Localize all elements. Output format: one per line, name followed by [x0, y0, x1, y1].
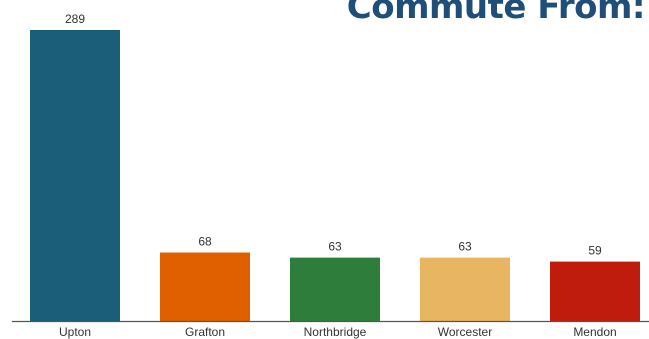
x-tick-label-worcester: Worcester — [438, 325, 492, 339]
x-tick-label-mendon: Mendon — [573, 325, 616, 339]
value-label-mendon: 59 — [588, 244, 602, 258]
chart-title: Commute From: — [346, 0, 646, 27]
labels-layer: 289 Upton 68 Grafton 63 Northbridge 63 Worceste… — [59, 12, 617, 339]
bar-mendon — [550, 261, 640, 321]
value-label-upton: 289 — [65, 12, 85, 26]
value-label-grafton: 68 — [198, 235, 212, 249]
bars-layer — [30, 30, 640, 321]
x-tick-label-northbridge: Northbridge — [304, 325, 367, 339]
x-tick-label-upton: Upton — [59, 325, 91, 339]
bar-northbridge — [290, 257, 380, 321]
value-label-worcester: 63 — [458, 240, 472, 254]
x-tick-label-grafton: Grafton — [185, 325, 225, 339]
bar-grafton — [160, 252, 250, 321]
bar-worcester — [420, 257, 510, 321]
bar-upton — [30, 30, 120, 321]
value-label-northbridge: 63 — [328, 240, 342, 254]
